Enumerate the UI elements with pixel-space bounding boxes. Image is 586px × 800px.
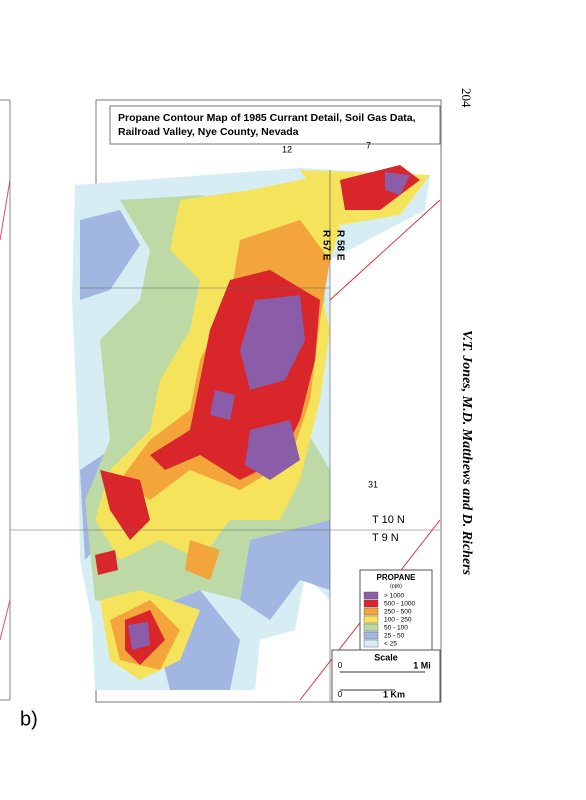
contour-map xyxy=(72,165,430,690)
legend-label: 100 - 250 xyxy=(384,617,412,624)
legend-swatch xyxy=(363,599,379,608)
grid-lines xyxy=(10,287,440,531)
legend-swatch xyxy=(363,607,379,616)
left-line xyxy=(0,599,11,641)
range-label: R 57 E xyxy=(320,230,331,261)
scale-box xyxy=(331,649,441,703)
section-label: 31 xyxy=(368,479,378,489)
section-label: 7 xyxy=(366,140,371,150)
legend-title: PROPANE xyxy=(377,573,417,582)
legend-swatch xyxy=(363,631,379,640)
figure-label: b) xyxy=(20,708,38,730)
legend-unit: (ppb) xyxy=(390,583,402,589)
legend-label: > 1000 xyxy=(384,593,404,600)
page-number: 204 xyxy=(459,88,474,108)
legend-label: 50 - 100 xyxy=(384,625,408,632)
legend-label: 25 - 50 xyxy=(384,633,405,640)
legend-label: 500 - 1000 xyxy=(384,601,415,608)
scale-label: 0 xyxy=(338,690,343,699)
legend-swatch xyxy=(363,615,379,624)
scale-label: 1 Km xyxy=(383,689,405,699)
map-title: Propane Contour Map of 1985 Currant Deta… xyxy=(118,112,416,124)
legend-label: < 25 xyxy=(384,641,397,648)
left-panel-edge xyxy=(0,99,11,701)
legend-swatch xyxy=(363,639,379,648)
township-label: T 10 N xyxy=(372,514,405,526)
scale-label: 1 Mi xyxy=(413,660,431,670)
legend-label: 250 - 500 xyxy=(384,609,412,616)
map-title: Railroad Valley, Nye County, Nevada xyxy=(118,126,299,138)
scale-title: Scale xyxy=(374,652,398,662)
legend-swatch xyxy=(363,591,379,600)
section-label: 12 xyxy=(282,144,292,154)
scale-label: 0 xyxy=(338,661,343,670)
township-label: T 9 N xyxy=(372,532,399,544)
title-box xyxy=(109,105,441,145)
running-title: V.T. Jones, M.D. Matthews and D. Richers xyxy=(459,330,474,576)
road-line xyxy=(329,199,441,301)
legend-swatch xyxy=(363,623,379,632)
range-label: R 58 E xyxy=(334,230,345,261)
left-line xyxy=(0,179,11,241)
